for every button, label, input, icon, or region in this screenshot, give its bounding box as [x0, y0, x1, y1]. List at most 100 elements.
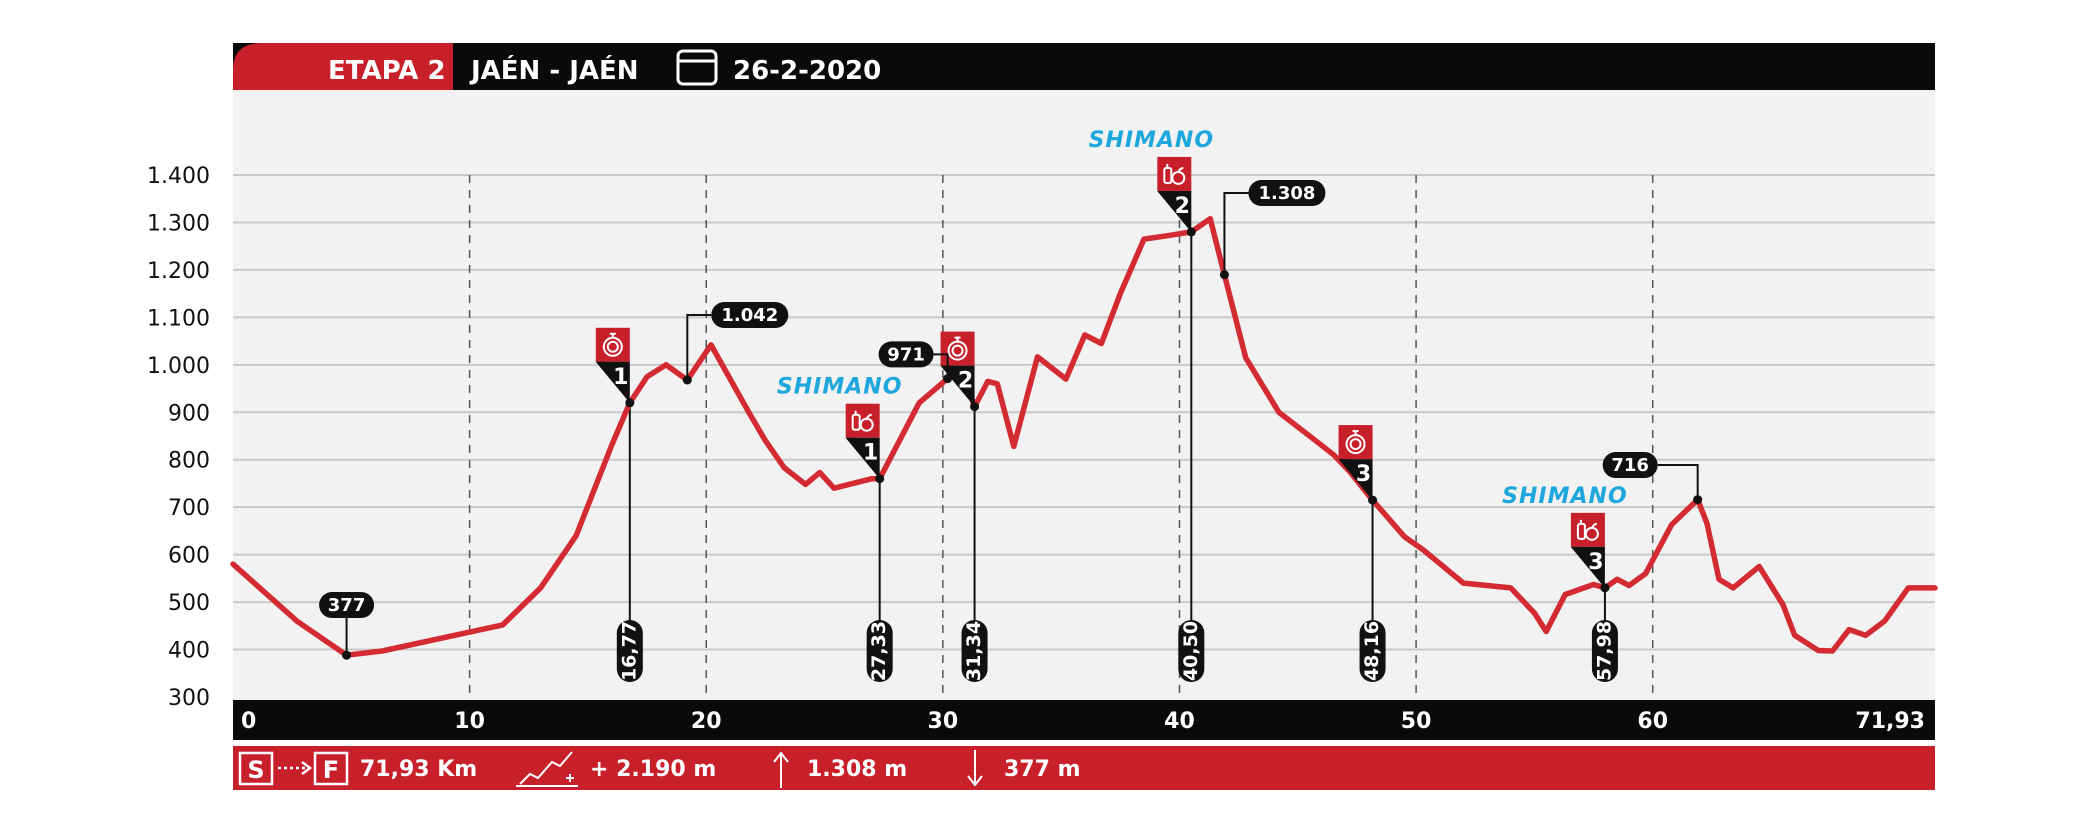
feed-bottle-apple-icon — [851, 410, 874, 432]
feed-flag: 2 — [1157, 156, 1192, 232]
callout-leader — [1657, 464, 1699, 500]
callout-dot — [342, 650, 352, 660]
callout-leader — [1223, 192, 1249, 275]
date-label: 26-2-2020 — [733, 56, 881, 86]
marker-km-pill: 48,16 — [1359, 620, 1386, 682]
flag-pennant-left — [845, 437, 880, 479]
x-tick-label: 0 — [241, 709, 256, 734]
marker-km-pill: 31,34 — [961, 620, 988, 682]
start-to-finish-arrow-icon — [278, 761, 313, 775]
callout-label: 971 — [887, 344, 925, 365]
x-tick-label: 40 — [1164, 709, 1195, 734]
x-axis-bar — [233, 700, 1935, 740]
sponsor-logo-text: SHIMANO — [1502, 484, 1627, 509]
x-tick-label: 71,93 — [1855, 709, 1925, 734]
km-pill-bg — [961, 620, 988, 682]
y-tick-label: 1.200 — [147, 259, 210, 284]
callout-label: 716 — [1611, 455, 1649, 476]
arrow-up-icon — [773, 751, 789, 788]
km-pill-label: 16,77 — [618, 621, 640, 681]
callout-pill — [1602, 452, 1658, 478]
km-pill-bg — [1591, 620, 1618, 682]
callout-leader — [686, 314, 712, 381]
km-pill-label: 31,34 — [963, 621, 985, 681]
marker-km-pill: 16,77 — [616, 620, 643, 682]
y-tick-label: 1.100 — [147, 306, 210, 331]
finish-label: F — [323, 756, 339, 784]
marker-dot — [1600, 583, 1610, 593]
sponsor-logo-text: SHIMANO — [777, 375, 902, 400]
distance-value: 71,93 Km — [360, 757, 477, 782]
footer-stats: S F 71,93 Km + 2.190 m 1.308 m 377 m — [233, 746, 1935, 790]
feed-flag: 1 — [845, 403, 880, 479]
flag-pennant-left — [1338, 459, 1373, 501]
header-bar — [233, 43, 1935, 90]
header: ETAPA 2 JAÉN - JAÉN 26-2-2020 — [233, 43, 1935, 90]
y-tick-label: 1.400 — [147, 164, 210, 189]
sprint-flag: 3 — [1338, 425, 1373, 501]
elevation-gain-value: + 2.190 m — [590, 757, 716, 782]
stopwatch-icon — [602, 332, 623, 357]
start-label: S — [247, 756, 264, 784]
flag-number: 3 — [1356, 462, 1371, 487]
marker-lines — [628, 231, 1606, 628]
marker-dot — [970, 402, 980, 412]
marker-dot — [875, 474, 885, 484]
feed-flag: 3 — [1570, 512, 1605, 588]
finish-box — [313, 751, 349, 786]
y-axis: 1.400 1.300 1.200 1.100 1.000 900 800 700 600 500… — [147, 164, 210, 711]
stage-tab — [233, 43, 453, 90]
plot-background — [233, 88, 1935, 700]
x-tick-label: 50 — [1401, 709, 1432, 734]
flag-number: 1 — [613, 365, 628, 390]
feed-bottle-apple-icon — [1163, 163, 1186, 185]
flag-number: 2 — [1175, 194, 1190, 219]
km-pill-bg — [616, 620, 643, 682]
callout-dot — [1693, 495, 1703, 505]
km-pill-label: 40,50 — [1180, 621, 1202, 681]
max-altitude-value: 1.308 m — [807, 757, 907, 782]
altitude-labels: 377 1.042 971 1.308 716 — [319, 180, 1703, 660]
flag-number: 3 — [1588, 550, 1603, 575]
km-pill-bg — [1359, 620, 1386, 682]
y-tick-label: 400 — [168, 639, 210, 664]
km-pill-bg — [1178, 620, 1205, 682]
stopwatch-icon — [1345, 430, 1366, 455]
feed-bottle-apple-icon — [1576, 519, 1599, 541]
y-tick-label: 300 — [168, 686, 210, 711]
marker-dot — [1186, 227, 1196, 237]
callout-label: 1.042 — [721, 305, 778, 326]
callout-leader — [933, 353, 949, 379]
callout-pill — [711, 302, 789, 328]
marker-dot — [1368, 495, 1378, 505]
flag-number: 2 — [958, 369, 973, 394]
x-axis: 0 10 20 30 40 50 60 71,93 — [241, 709, 1925, 734]
altitude-callout: 1.308 — [1219, 180, 1326, 280]
callout-pill — [1248, 180, 1326, 206]
km-pill-label: 27,33 — [868, 621, 890, 681]
altitude-callout: 716 — [1602, 452, 1703, 505]
altitude-callout: 377 — [319, 592, 375, 660]
callout-pill — [878, 341, 934, 368]
sponsor-logo-text: SHIMANO — [1089, 128, 1214, 153]
marker-km-pill: 27,33 — [866, 620, 893, 682]
y-tick-label: 600 — [168, 544, 210, 569]
x-tick-label: 60 — [1637, 709, 1668, 734]
callout-dot — [682, 375, 692, 385]
km-pill-bg — [866, 620, 893, 682]
min-altitude-value: 377 m — [1004, 757, 1081, 782]
flag-pennant-left — [595, 361, 630, 403]
y-tick-label: 800 — [168, 449, 210, 474]
footer-bar — [233, 746, 1935, 790]
marker-km-pill: 40,50 — [1178, 620, 1205, 682]
calendar-icon — [676, 49, 718, 86]
flag-pennant-left — [1570, 546, 1605, 588]
km-pill-label: 48,16 — [1361, 621, 1383, 681]
callout-dot — [1219, 270, 1229, 280]
callout-dot — [943, 374, 953, 384]
y-tick-label: 500 — [168, 591, 210, 616]
arrow-down-icon — [967, 750, 983, 787]
flag-number: 1 — [863, 441, 878, 466]
climb-icon — [516, 751, 578, 787]
